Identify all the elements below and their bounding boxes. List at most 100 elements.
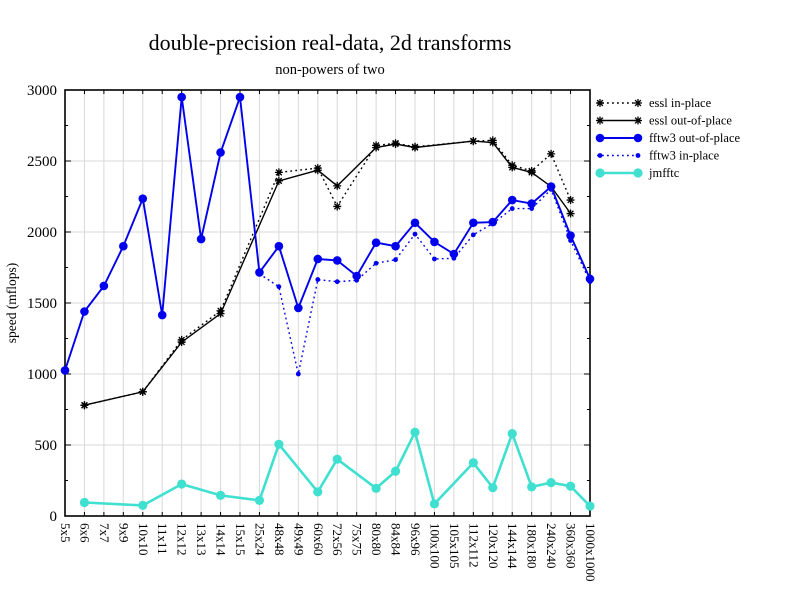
asterisk-marker — [596, 116, 604, 125]
x-tick-label: 112x112 — [466, 523, 481, 568]
legend-label: jmfftc — [648, 166, 680, 180]
x-tick-label: 13x13 — [194, 523, 209, 556]
y-tick-label: 1500 — [27, 296, 57, 312]
x-tick-label: 25x24 — [252, 523, 267, 556]
dot-marker — [595, 133, 605, 143]
dot-marker — [332, 256, 342, 265]
asterisk-marker — [274, 168, 283, 177]
dot-marker — [177, 479, 187, 489]
series-jmfftc — [79, 427, 595, 511]
y-tick-labels: 0 500 1000 1500 2000 2500 3000 — [27, 83, 57, 525]
small-dot-marker — [597, 153, 603, 158]
asterisk-marker — [177, 338, 186, 347]
dot-marker — [410, 218, 420, 228]
dot-marker — [527, 482, 537, 492]
data-series — [60, 92, 595, 511]
dot-marker — [215, 490, 226, 501]
y-tick-label: 2000 — [27, 225, 57, 241]
x-tick-label: 49x49 — [291, 523, 306, 556]
x-tick-label: 15x15 — [233, 523, 248, 556]
x-tick-label: 14x14 — [214, 523, 229, 556]
asterisk-marker — [372, 143, 381, 152]
asterisk-marker — [566, 196, 575, 205]
asterisk-marker — [547, 149, 556, 158]
series-essl-out-of-place — [80, 137, 575, 410]
dot-marker — [274, 439, 284, 449]
asterisk-marker — [313, 166, 322, 175]
x-tick-label: 9x9 — [116, 523, 131, 543]
small-dot-marker — [393, 257, 398, 263]
asterisk-marker — [596, 99, 604, 107]
asterisk-marker — [566, 209, 575, 218]
asterisk-marker — [333, 202, 342, 211]
asterisk-marker — [634, 99, 642, 107]
dot-marker — [294, 303, 303, 313]
dot-marker — [527, 199, 536, 208]
chart-title: double-precision real-data, 2d transform… — [149, 30, 512, 55]
small-dot-marker — [315, 277, 321, 282]
x-tick-label: 105x105 — [447, 523, 462, 569]
x-tick-label: 360x360 — [564, 523, 579, 569]
y-tick-label: 1000 — [27, 367, 57, 383]
x-tick-label: 6x6 — [77, 523, 92, 543]
dot-marker — [595, 168, 605, 178]
dot-marker — [119, 241, 128, 251]
dot-marker — [565, 481, 576, 491]
x-tick-label: 75x75 — [350, 523, 365, 556]
small-dot-marker — [587, 279, 593, 285]
asterisk-marker — [527, 168, 536, 177]
y-tick-label: 3000 — [27, 83, 57, 99]
small-dot-marker — [354, 277, 360, 283]
axes — [64, 89, 591, 517]
chart-subtitle: non-powers of two — [275, 62, 385, 78]
legend-label: fftw3 out-of-place — [649, 131, 741, 145]
asterisk-marker — [488, 138, 497, 147]
small-dot-marker — [529, 206, 535, 211]
legend-label: essl out-of-place — [649, 114, 732, 128]
dot-marker — [390, 466, 401, 476]
series-line — [84, 140, 572, 406]
small-dot-marker — [432, 256, 437, 262]
dot-marker — [332, 454, 342, 464]
x-tick-labels: 5x5 6x6 7x7 9x9 10x10 11x11 12x12 13x13 14x14 15x… — [58, 523, 598, 582]
series-line — [64, 96, 591, 371]
y-tick-label: 0 — [50, 509, 58, 525]
asterisk-marker — [411, 143, 419, 152]
dot-marker — [80, 307, 89, 316]
series-line — [84, 139, 572, 406]
dot-marker — [566, 231, 575, 240]
dot-marker — [633, 168, 643, 178]
series-line — [259, 188, 591, 375]
dot-marker — [138, 194, 148, 203]
dot-marker — [507, 195, 517, 205]
dot-marker — [371, 238, 381, 247]
legend-label: fftw3 in-place — [649, 149, 720, 163]
dot-marker — [546, 478, 556, 488]
legend-item-jmfftc: jmfftc — [595, 166, 680, 180]
dot-marker — [60, 366, 70, 375]
small-dot-marker — [295, 371, 301, 377]
dot-marker — [391, 241, 400, 251]
asterisk-marker — [469, 137, 478, 146]
x-tick-label: 11x11 — [155, 523, 170, 555]
asterisk-marker — [138, 387, 147, 396]
x-tick-label: 72x56 — [330, 523, 345, 556]
x-tick-label: 60x60 — [311, 523, 326, 556]
dot-marker — [507, 429, 517, 439]
asterisk-marker — [634, 116, 642, 125]
x-tick-label: 240x240 — [544, 523, 559, 569]
x-tick-label: 180x180 — [525, 523, 540, 569]
legend-item-essl-out-of-place: essl out-of-place — [596, 114, 732, 128]
x-tick-label: 80x80 — [369, 523, 384, 556]
dot-marker — [313, 254, 323, 264]
x-tick-label: 96x96 — [408, 523, 423, 556]
x-tick-label: 5x5 — [58, 523, 73, 543]
dot-marker — [410, 427, 420, 437]
dot-marker — [79, 497, 90, 508]
legend-item-fftw3-out-of-place: fftw3 out-of-place — [595, 131, 741, 145]
gridlines — [64, 90, 591, 516]
x-tick-label: 12x12 — [175, 523, 190, 556]
small-dot-marker — [334, 279, 340, 285]
